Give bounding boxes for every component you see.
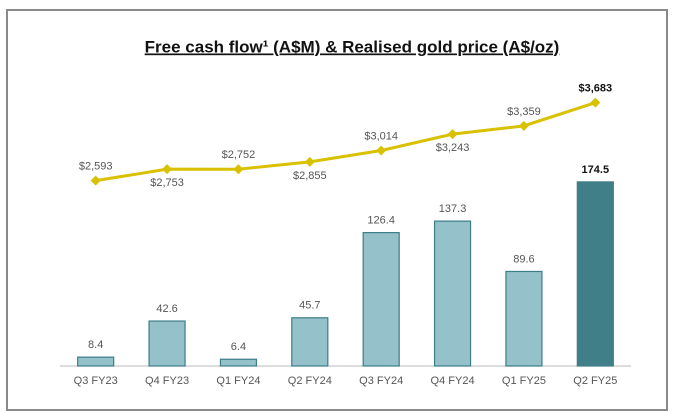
marker xyxy=(304,156,315,167)
bar xyxy=(362,232,400,367)
x-tick-label: Q2 FY25 xyxy=(573,375,617,387)
bar-label: 126.4 xyxy=(367,215,395,227)
bar xyxy=(148,320,186,367)
line-label: $2,593 xyxy=(79,161,113,173)
marker xyxy=(447,129,458,140)
x-tick-label: Q1 FY24 xyxy=(216,375,260,387)
bar-label: 6.4 xyxy=(231,341,246,353)
line xyxy=(95,101,596,183)
line-label: $2,753 xyxy=(150,177,184,189)
line-label: $2,752 xyxy=(222,149,256,161)
line-label: $3,359 xyxy=(507,106,541,118)
x-tick-label: Q1 FY25 xyxy=(502,375,546,387)
bar xyxy=(505,270,543,367)
x-tick-label: Q4 FY24 xyxy=(431,375,475,387)
bar-label: 8.4 xyxy=(88,339,103,351)
bar xyxy=(219,358,258,367)
x-tick-label: Q3 FY23 xyxy=(74,375,118,387)
bar-label: 89.6 xyxy=(513,253,534,265)
marker xyxy=(590,97,601,108)
line-label: $2,855 xyxy=(293,170,327,182)
marker xyxy=(518,120,529,131)
line-label: $3,014 xyxy=(364,130,398,142)
line-label: $3,683 xyxy=(578,83,612,95)
x-tick-label: Q4 FY23 xyxy=(145,375,189,387)
bar xyxy=(576,181,614,367)
chart-title: Free cash flow¹ (A$M) & Realised gold pr… xyxy=(145,37,560,56)
x-tick-label: Q2 FY24 xyxy=(288,375,332,387)
marker xyxy=(376,145,387,156)
frame xyxy=(6,9,668,411)
bar xyxy=(77,356,115,367)
marker xyxy=(90,175,101,186)
bar-label: 174.5 xyxy=(582,164,610,176)
bar-label: 42.6 xyxy=(156,303,177,315)
bar-label: 137.3 xyxy=(439,203,467,215)
bar xyxy=(291,317,329,367)
marker xyxy=(233,164,244,175)
bar-label: 45.7 xyxy=(299,300,320,312)
bar xyxy=(433,220,472,367)
x-tick-label: Q3 FY24 xyxy=(359,375,403,387)
line-label: $3,243 xyxy=(436,142,470,154)
marker xyxy=(162,164,173,175)
